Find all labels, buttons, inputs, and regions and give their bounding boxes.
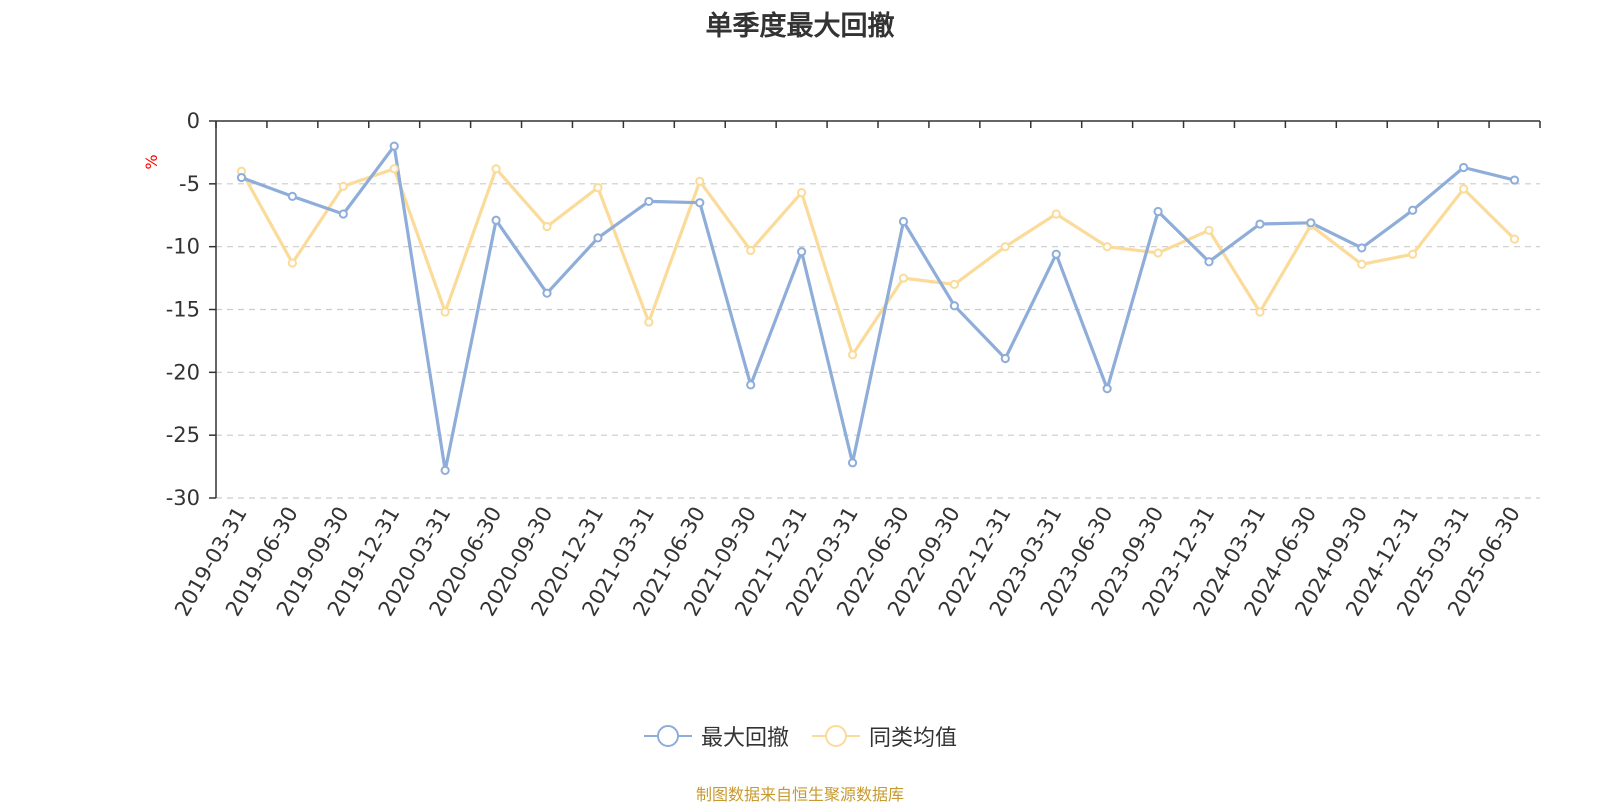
data-point-series-0	[1204, 257, 1214, 267]
data-point-series-0	[1000, 353, 1010, 364]
data-point-series-1	[491, 164, 501, 174]
y-tick-label: -10	[166, 235, 200, 259]
series-line-0	[240, 144, 1515, 472]
data-point-series-0	[1408, 205, 1418, 215]
data-point-series-1	[593, 183, 603, 193]
data-point-series-0	[695, 198, 705, 208]
data-point-series-1	[898, 273, 909, 283]
data-point-series-1	[1000, 242, 1010, 252]
source-note: 制图数据来自恒生聚源数据库	[695, 785, 904, 804]
grid-lines	[216, 183, 1540, 499]
data-point-series-1	[949, 279, 959, 289]
series-lines	[240, 144, 1516, 472]
data-point-series-0	[1255, 219, 1265, 229]
data-point-series-0	[847, 458, 858, 468]
data-point-series-0	[1509, 175, 1520, 185]
legend: 最大回撤 同类均值	[0, 720, 1600, 752]
data-point-series-1	[1102, 242, 1112, 252]
data-point-series-0	[593, 233, 603, 243]
data-point-series-0	[1459, 162, 1469, 173]
y-tick-label: -25	[166, 423, 200, 447]
data-point-series-0	[542, 288, 552, 298]
legend-item-0[interactable]: 最大回撤	[643, 720, 789, 752]
data-point-series-1	[1204, 225, 1214, 235]
legend-label: 最大回撤	[700, 726, 789, 751]
y-tick-label: -5	[179, 172, 200, 196]
data-point-series-0	[949, 301, 959, 311]
data-point-series-0	[338, 209, 348, 219]
data-point-series-1	[1408, 249, 1418, 259]
data-points	[236, 141, 1520, 475]
data-point-series-0	[1051, 249, 1061, 259]
data-point-series-1	[1153, 248, 1163, 258]
y-tick-label: -20	[166, 360, 200, 384]
data-point-series-0	[1357, 243, 1367, 253]
data-point-series-0	[236, 172, 247, 183]
data-point-series-1	[1255, 307, 1265, 317]
series-line-1	[240, 167, 1516, 357]
data-point-series-0	[491, 215, 501, 225]
data-point-series-0	[1153, 206, 1163, 217]
data-point-series-0	[644, 196, 654, 207]
data-point-series-1	[287, 258, 297, 268]
y-tick-label: 0	[187, 109, 200, 133]
data-point-series-1	[1357, 259, 1367, 269]
data-point-series-1	[389, 164, 399, 174]
legend-swatch-icon	[643, 725, 692, 747]
data-point-series-1	[440, 307, 450, 317]
data-point-series-0	[440, 465, 450, 475]
data-point-series-1	[338, 181, 348, 191]
data-point-series-0	[389, 141, 399, 151]
chart-title: 单季度最大回撤	[705, 11, 895, 42]
data-point-series-0	[797, 247, 807, 257]
data-point-series-1	[1459, 184, 1469, 194]
data-point-series-0	[1102, 384, 1112, 394]
data-point-series-0	[287, 191, 297, 201]
data-point-series-0	[1306, 218, 1316, 228]
data-point-series-1	[847, 350, 858, 360]
legend-swatch-circle	[656, 725, 679, 747]
y-tick-label: -15	[166, 298, 200, 322]
data-point-series-1	[1051, 209, 1061, 219]
data-point-series-1	[644, 317, 654, 327]
data-point-series-1	[746, 245, 756, 256]
y-axis-unit-label: %	[142, 154, 161, 169]
data-point-series-1	[695, 176, 705, 186]
data-point-series-1	[1509, 234, 1520, 244]
data-point-series-0	[746, 380, 756, 390]
y-tick-label: -30	[166, 486, 200, 510]
legend-item-1[interactable]: 同类均值	[811, 720, 957, 752]
data-point-series-0	[898, 216, 909, 227]
axes: 0-5-10-15-20-25-302019-03-312019-06-3020…	[166, 109, 1541, 620]
data-point-series-1	[797, 188, 807, 198]
legend-swatch-icon	[812, 725, 860, 747]
legend-swatch-circle	[825, 725, 847, 747]
data-point-series-1	[542, 221, 552, 232]
legend-label: 同类均值	[869, 726, 958, 751]
